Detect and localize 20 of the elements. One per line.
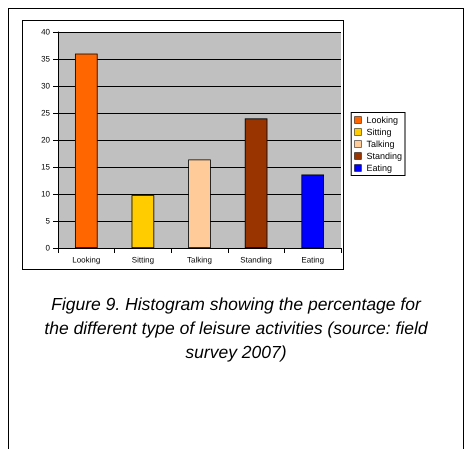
y-tick-label: 10 [41,190,51,198]
y-tick-label: 40 [41,28,51,36]
x-tick-label: Standing [240,256,272,264]
legend-label: Sitting [366,127,392,137]
y-tick-label: 5 [46,216,51,226]
y-tick-label: 30 [41,82,51,90]
legend-label: Eating [366,163,392,173]
y-tick-label: 25 [41,108,51,118]
y-tick-label: 0 [46,244,51,252]
x-tick-label: Sitting [132,256,154,264]
legend-label: Looking [366,115,398,125]
x-tick-label: Looking [72,256,100,264]
y-tick-label: 15 [41,162,51,172]
y-tick-label: 35 [41,54,51,64]
x-tick-label: Talking [187,256,212,264]
x-tick-label: Eating [301,256,324,264]
caption: Figure 9. Histogram showing the percentage for the different type of leisure activities (source: field survey 2007) [43,293,429,364]
legend-label: Standing [366,151,402,161]
y-tick-label: 20 [41,136,51,144]
legend-label: Talking [366,139,394,149]
